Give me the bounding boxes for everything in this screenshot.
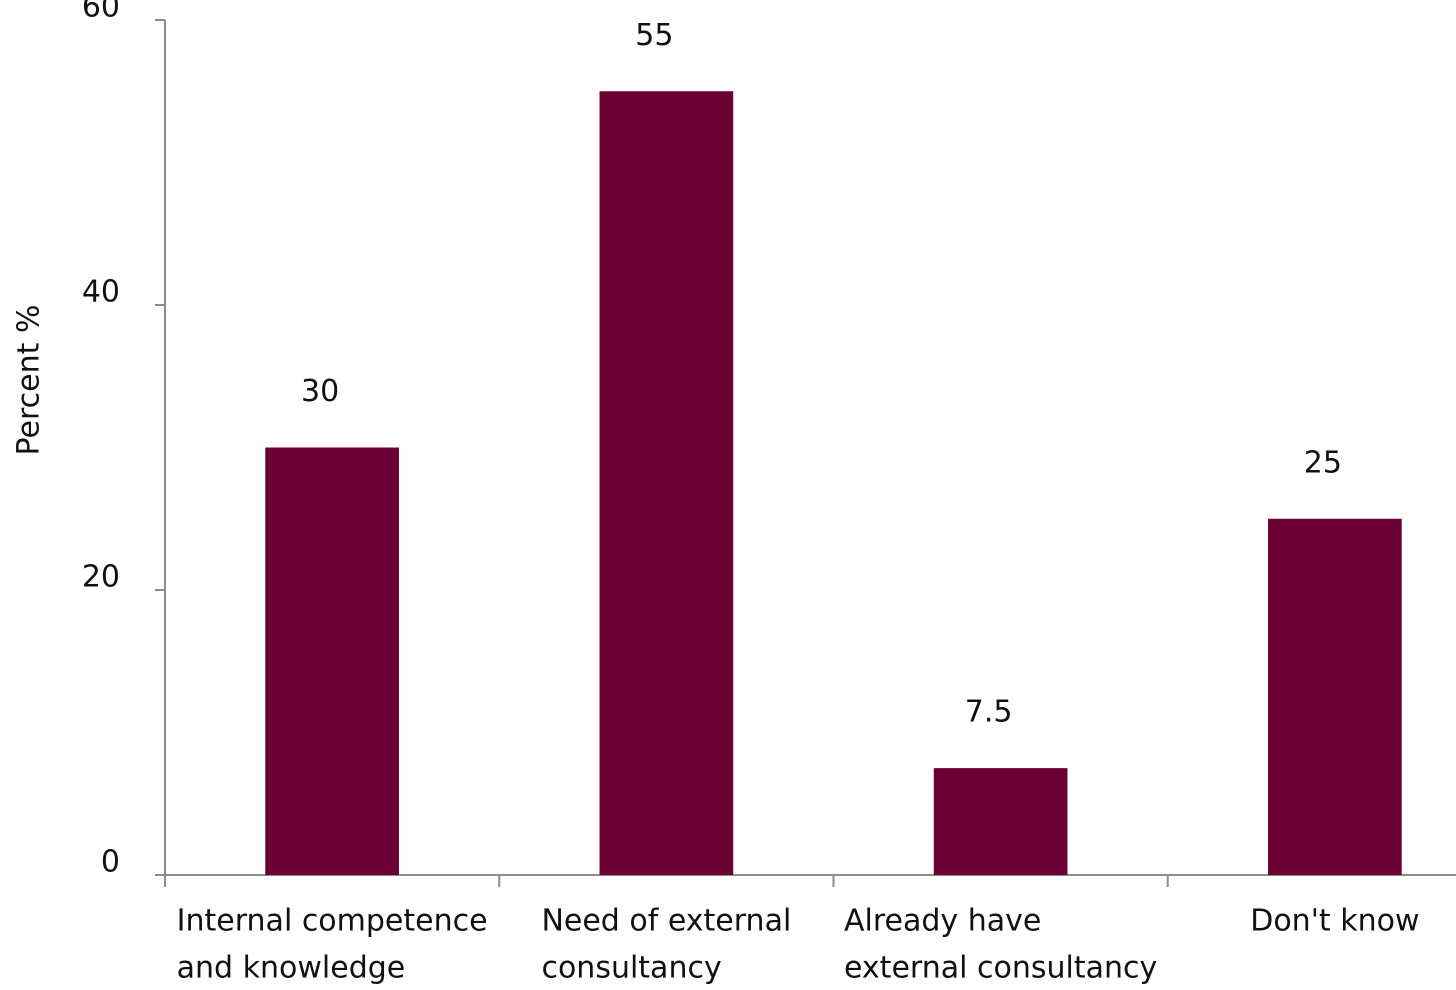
x-tick-label: Need of external [541,904,791,939]
x-tick-label: Internal competence [177,904,488,939]
y-tick-label: 40 [82,275,120,310]
value-label: 30 [301,374,339,409]
y-tick-label: 20 [82,560,120,595]
x-tick-label: consultancy [541,951,721,986]
x-tick-label: and knowledge [177,951,406,986]
x-tick-label: external consultancy [844,951,1157,986]
value-label: 7.5 [965,695,1013,730]
bar [265,447,399,875]
value-label: 25 [1304,445,1342,480]
y-tick-label: 60 [82,0,120,25]
x-tick-label: Don't know [1250,904,1419,939]
value-label: 55 [635,18,673,53]
bar [1268,518,1402,875]
x-tick-label: Already have [844,904,1041,939]
bar [933,768,1068,875]
bar [599,91,734,875]
y-tick-label: 0 [101,845,120,880]
y-axis-label: Percent % [12,305,47,456]
